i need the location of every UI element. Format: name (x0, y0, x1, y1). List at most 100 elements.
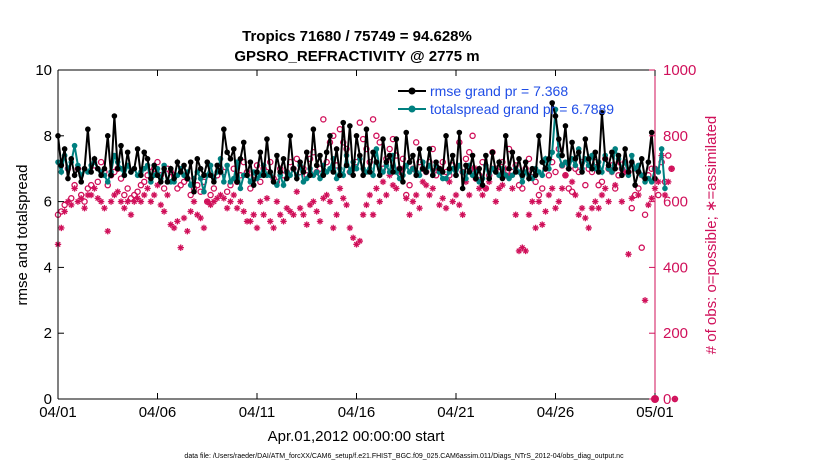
obs-assimilated-point (283, 204, 291, 212)
rmse-point (174, 159, 181, 165)
rmse-point (400, 179, 406, 185)
obs-assimilated-point (479, 191, 486, 199)
y-left-tick-label: 0 (44, 391, 52, 408)
rmse-point (380, 136, 386, 142)
obs-assimilated-point (456, 201, 463, 209)
rmse-point (439, 169, 446, 175)
x-tick-label: 04/21 (437, 404, 475, 421)
rmse-point (466, 169, 473, 175)
rmse-point (429, 172, 436, 179)
obs-possible-point (525, 155, 533, 163)
obs-assimilated-point (177, 244, 184, 251)
obs-assimilated-point (409, 198, 417, 205)
totalspread-point (443, 175, 449, 182)
y-left-tick-label: 10 (35, 62, 52, 79)
rmse-point (204, 159, 211, 165)
obs-assimilated-point (379, 178, 387, 186)
rmse-point (605, 162, 612, 169)
obs-assimilated-point (529, 198, 536, 205)
obs-possible-point (180, 178, 188, 186)
obs-possible-point (81, 198, 88, 205)
obs-possible-point (568, 188, 576, 195)
obs-assimilated-point (104, 228, 111, 235)
rmse-point (154, 172, 161, 179)
rmse-point (609, 149, 615, 156)
rmse-point (161, 165, 167, 172)
obs-assimilated-point (214, 195, 221, 202)
rmse-point (459, 185, 466, 192)
obs-possible-point (87, 181, 95, 189)
rmse-point (224, 149, 230, 156)
rmse-point (111, 113, 118, 119)
rmse-point (78, 179, 85, 185)
obs-possible-point (598, 178, 606, 186)
rmse-point (423, 169, 429, 175)
obs-assimilated-point (223, 204, 231, 212)
obs-assimilated-point (300, 211, 307, 218)
obs-assimilated-point (509, 185, 516, 192)
rmse-point (642, 175, 648, 182)
totalspread-point (655, 169, 662, 175)
obs-assimilated-point (144, 185, 151, 192)
obs-possible-point (210, 185, 218, 192)
obs-assimilated-point (635, 191, 642, 199)
rmse-point (88, 169, 94, 175)
legend-rmse-label: rmse grand pr = 7.368 (430, 83, 568, 99)
rmse-point (526, 175, 532, 182)
obs-possible-point (121, 191, 128, 199)
rmse-point (393, 136, 400, 142)
obs-assimilated-point (568, 178, 576, 186)
obs-assimilated-point (492, 198, 499, 205)
obs-assimilated-point (101, 204, 108, 212)
obs-assimilated-point (167, 221, 174, 228)
obs-assimilated-point (273, 198, 281, 205)
obs-possible-point (323, 158, 330, 166)
rmse-point (347, 123, 353, 129)
obs-assimilated-point (270, 224, 277, 232)
obs-assimilated-point (340, 195, 347, 202)
obs-possible-point (124, 185, 131, 192)
obs-assimilated-point (668, 165, 675, 172)
obs-assimilated-point (641, 297, 649, 304)
obs-assimilated-point (137, 198, 145, 205)
rmse-point (244, 172, 250, 179)
totalspread-point (662, 185, 668, 192)
rmse-point (257, 149, 264, 156)
obs-assimilated-point (595, 204, 602, 212)
obs-assimilated-point (661, 191, 669, 199)
x-tick-label: 04/11 (239, 404, 275, 421)
obs-assimilated-point (117, 198, 125, 205)
obs-possible-point (655, 191, 662, 199)
rmse-point (532, 172, 539, 179)
obs-assimilated-point (296, 204, 304, 212)
rmse-point (247, 159, 254, 165)
rmse-point (148, 175, 154, 182)
obs-assimilated-point (290, 211, 297, 218)
obs-possible-point (97, 158, 105, 166)
rmse-point (599, 109, 605, 116)
obs-possible-point (641, 211, 649, 219)
y-left-tick-label: 2 (44, 325, 52, 342)
obs-possible-point (628, 204, 636, 212)
obs-assimilated-point (393, 185, 400, 192)
chart-title-line1: Tropics 71680 / 75749 = 94.628% (242, 28, 472, 45)
obs-possible-point (117, 175, 125, 182)
y-axis-left-label: rmse and totalspread (14, 165, 31, 306)
rmse-point (635, 169, 642, 175)
axes: 04/01 04/06 04/11 04/16 04/21 04/26 05/0102468… (35, 62, 696, 421)
totalspread-point (58, 169, 65, 175)
rmse-point (337, 172, 343, 179)
rmse-point (582, 136, 589, 142)
rmse-point (211, 179, 217, 185)
rmse-point (585, 156, 592, 162)
data-file-footnote: data file: /Users/raeder/DAI/ATM_forcXX/… (184, 453, 624, 460)
rmse-point (628, 159, 635, 165)
obs-assimilated-point (346, 224, 354, 232)
rmse-point (360, 172, 366, 179)
rmse-point (433, 159, 439, 165)
rmse-point (91, 156, 98, 162)
obs-assimilated-point (602, 185, 609, 192)
rmse-point (207, 172, 214, 179)
legend: rmse grand pr = 7.368 totalspread grand … (398, 83, 614, 117)
obs-assimilated-point (124, 198, 131, 205)
